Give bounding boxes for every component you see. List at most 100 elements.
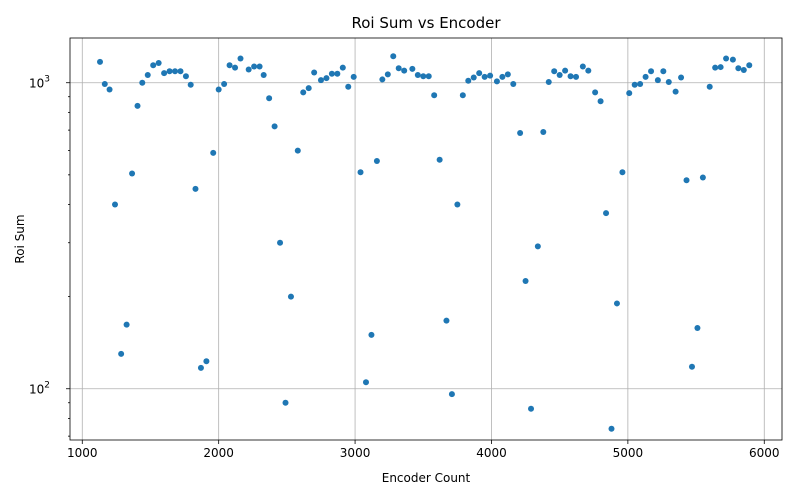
data-point — [688, 363, 695, 370]
x-tick-label: 3000 — [340, 446, 371, 460]
data-point — [161, 70, 168, 77]
data-point — [409, 65, 416, 72]
data-point — [683, 177, 690, 184]
data-point — [166, 68, 173, 75]
data-point — [567, 73, 574, 80]
data-point — [187, 81, 194, 88]
data-point — [362, 379, 369, 386]
data-point — [481, 73, 488, 80]
data-point — [334, 70, 341, 77]
data-point — [129, 170, 136, 177]
data-point — [215, 86, 222, 93]
data-point — [626, 90, 633, 97]
data-point — [694, 324, 701, 331]
data-point — [232, 64, 239, 71]
data-point — [665, 79, 672, 86]
data-point — [300, 89, 307, 96]
data-point — [401, 67, 408, 74]
data-point — [384, 71, 391, 78]
data-point — [465, 77, 472, 84]
data-point — [345, 83, 352, 90]
data-point — [735, 65, 742, 72]
data-point — [585, 67, 592, 74]
data-point — [706, 83, 713, 90]
data-point — [357, 169, 364, 176]
data-point — [251, 63, 258, 70]
data-point — [454, 201, 461, 208]
data-point — [101, 81, 108, 88]
data-point — [282, 399, 289, 406]
data-point — [245, 66, 252, 73]
data-point — [729, 56, 736, 63]
data-point — [608, 425, 615, 432]
data-point — [579, 63, 586, 70]
data-point — [603, 210, 610, 217]
data-point — [459, 92, 466, 99]
data-point — [637, 81, 644, 88]
data-point — [155, 59, 162, 66]
data-point — [260, 71, 267, 78]
data-point — [287, 293, 294, 300]
data-point — [476, 70, 483, 77]
data-point — [177, 68, 184, 75]
data-point — [350, 73, 357, 80]
data-point — [311, 69, 318, 76]
data-point — [613, 300, 620, 307]
data-point — [431, 92, 438, 99]
data-point — [470, 74, 477, 81]
x-tick-label: 6000 — [749, 446, 780, 460]
data-point — [712, 64, 719, 71]
data-point — [150, 62, 157, 69]
data-point — [654, 77, 661, 84]
data-point — [723, 55, 730, 62]
data-point — [237, 55, 244, 62]
x-tick-label: 1000 — [67, 446, 98, 460]
y-tick-label: 103 — [29, 75, 50, 91]
data-point — [203, 358, 210, 365]
data-point — [631, 81, 638, 88]
data-point — [545, 79, 552, 86]
data-point — [678, 74, 685, 81]
data-point — [368, 331, 375, 338]
data-point — [487, 72, 494, 79]
x-tick-label: 2000 — [203, 446, 234, 460]
data-point — [717, 64, 724, 71]
data-point — [522, 277, 529, 284]
data-point — [277, 239, 284, 246]
data-point — [123, 321, 130, 328]
plot-frame — [69, 37, 783, 441]
data-point — [197, 364, 204, 371]
ticks-layer: 1000 2000 3000 4000 5000 6000 102 103 — [29, 75, 780, 460]
data-point — [172, 68, 179, 75]
data-point — [528, 405, 535, 412]
data-point — [499, 73, 506, 80]
data-point — [746, 62, 753, 69]
data-point — [493, 78, 500, 85]
data-point — [562, 67, 569, 74]
data-point — [379, 76, 386, 83]
data-point — [210, 149, 217, 156]
data-point — [182, 73, 189, 80]
data-point — [642, 73, 649, 80]
data-point — [323, 75, 330, 82]
data-point — [740, 67, 747, 74]
data-point — [510, 81, 517, 88]
data-point — [339, 64, 346, 71]
data-point — [144, 71, 151, 78]
data-point — [139, 79, 146, 86]
x-axis-label: Encoder Count — [382, 471, 471, 485]
x-tick-label: 5000 — [613, 446, 644, 460]
data-point — [134, 102, 141, 109]
data-point — [271, 123, 278, 130]
data-point — [328, 70, 335, 77]
data-point — [256, 63, 263, 70]
data-point — [192, 185, 199, 192]
data-point — [534, 243, 541, 250]
data-point — [573, 73, 580, 80]
data-point — [373, 157, 380, 164]
data-point — [648, 68, 655, 75]
data-point — [540, 129, 547, 136]
data-point — [118, 350, 125, 357]
x-tick-label: 4000 — [476, 446, 507, 460]
data-point — [97, 58, 104, 65]
